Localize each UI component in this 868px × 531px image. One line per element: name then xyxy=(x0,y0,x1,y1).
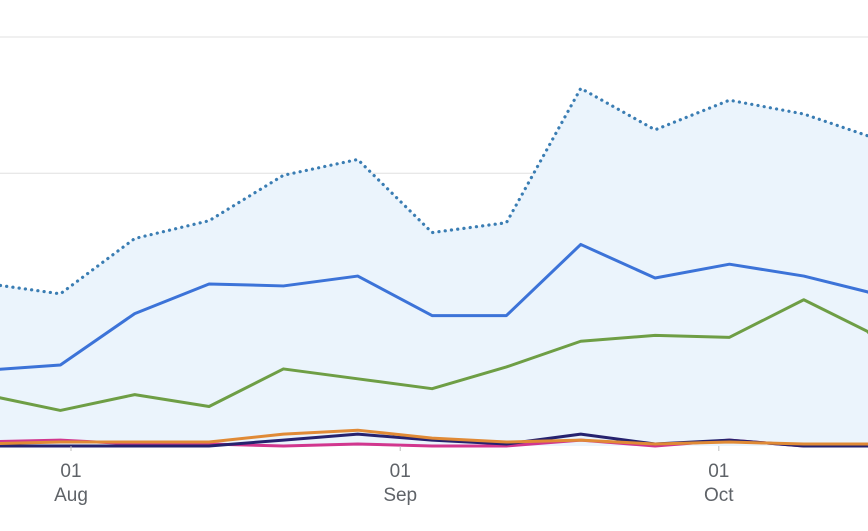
x-tick-month-label: Oct xyxy=(704,485,734,506)
area-fills xyxy=(0,88,868,446)
series-2-line xyxy=(0,298,868,412)
x-tick-day-label: 01 xyxy=(708,461,729,482)
x-axis-ticks: 01 Aug 01 Sep 01 Oct xyxy=(54,446,734,506)
series-3-line xyxy=(0,428,868,446)
x-tick-month-label: Aug xyxy=(54,485,88,506)
series-0-area xyxy=(0,88,868,446)
x-tick-day-label: 01 xyxy=(60,461,81,482)
series-1-line xyxy=(0,242,868,371)
series-lines xyxy=(0,86,868,448)
x-tick-day-label: 01 xyxy=(390,461,411,482)
x-tick-month-label: Sep xyxy=(383,485,417,506)
series-0-line xyxy=(0,86,868,296)
